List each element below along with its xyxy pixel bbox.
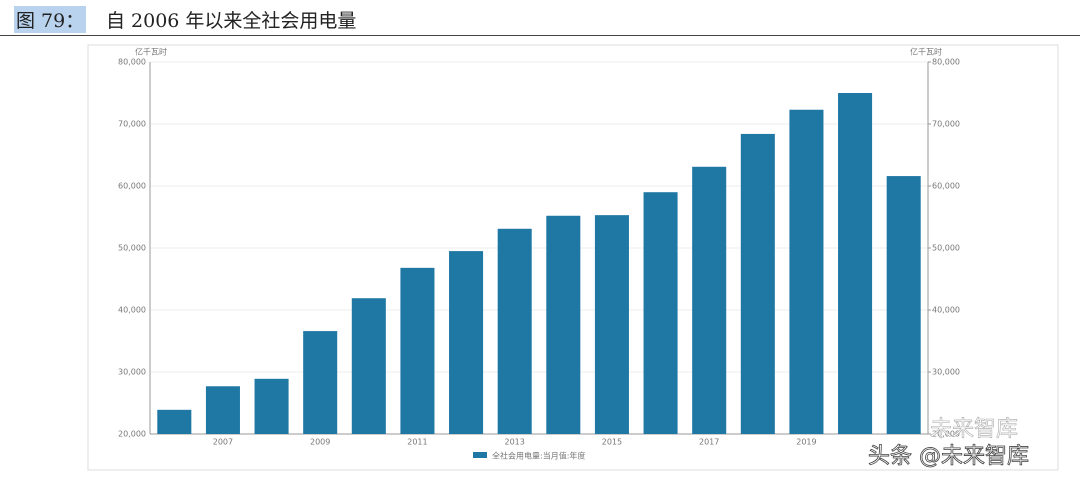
x-tick-label: 2013: [505, 438, 525, 447]
bar: [692, 166, 727, 434]
y2-tick-label: 70,000: [932, 120, 960, 129]
legend-label: 全社会用电量:当月值:年度: [492, 451, 585, 461]
chart-frame: [87, 44, 1059, 471]
bar: [303, 331, 338, 434]
y-tick-label: 80,000: [118, 58, 146, 67]
x-tick-label: 2015: [602, 438, 622, 447]
y-tick-label: 50,000: [118, 244, 146, 253]
watermark: 头条 @未来智库: [868, 444, 1029, 469]
bar: [594, 215, 629, 434]
bar: [157, 409, 192, 434]
y2-tick-label: 40,000: [932, 306, 960, 315]
y-tick-label: 20,000: [118, 430, 146, 439]
y-tick-label: 40,000: [118, 306, 146, 315]
bar: [643, 192, 678, 434]
y-tick-label: 30,000: [118, 368, 146, 377]
y-tick-label: 60,000: [118, 182, 146, 191]
bar: [400, 267, 435, 434]
bar: [449, 251, 484, 434]
bar: [205, 386, 240, 434]
legend-swatch: [473, 452, 487, 458]
chart-title: 自 2006 年以来全社会用电量: [106, 10, 357, 32]
x-tick-label: 2009: [310, 438, 330, 447]
y-tick-label: 70,000: [118, 120, 146, 129]
bar: [740, 133, 775, 435]
bar: [351, 298, 386, 434]
y2-tick-label: 60,000: [932, 182, 960, 191]
x-tick-label: 2019: [796, 438, 816, 447]
bar: [254, 378, 289, 434]
x-tick-label: 2007: [213, 438, 233, 447]
y-unit: 亿千瓦时: [135, 47, 167, 57]
header: 图 79： 自 2006 年以来全社会用电量: [0, 0, 1080, 36]
x-tick-label: 2017: [699, 438, 719, 447]
x-tick-label: 2011: [407, 438, 427, 447]
y2-unit: 亿千瓦时: [910, 47, 942, 57]
y2-tick-label: 50,000: [932, 244, 960, 253]
y2-tick-label: 80,000: [932, 58, 960, 67]
bar: [546, 215, 581, 434]
y2-tick-label: 30,000: [932, 368, 960, 377]
bar: [789, 109, 824, 435]
watermark-logo: 未来智库: [930, 417, 1018, 442]
y2-tick-label: 20,000: [932, 430, 960, 439]
bar: [886, 176, 921, 434]
figure-label: 图 79：: [14, 6, 87, 33]
bar: [497, 228, 532, 434]
bar: [838, 93, 873, 434]
